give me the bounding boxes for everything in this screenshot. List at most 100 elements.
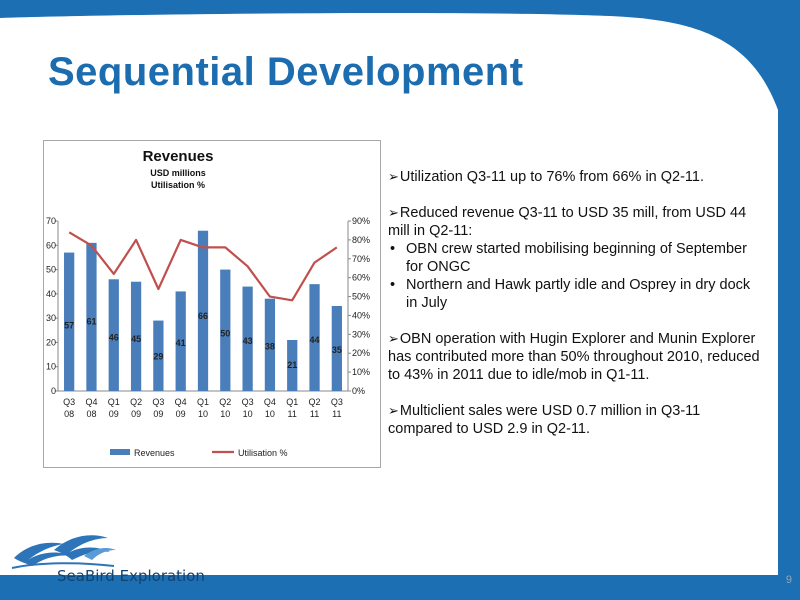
sub-bullet-item: Northern and Hawk partly idle and Osprey… — [388, 276, 760, 312]
y-tick-label: 70 — [46, 216, 56, 226]
revenue-bar — [64, 252, 75, 391]
revenue-bar — [287, 340, 298, 391]
revenue-data-label: 43 — [243, 336, 253, 346]
revenue-data-label: 29 — [153, 351, 163, 361]
chart-subtitle-units: USD millions — [150, 168, 206, 178]
bullet-paragraph: ➢Reduced revenue Q3-11 to USD 35 mill, f… — [388, 204, 760, 240]
revenue-data-label: 46 — [109, 333, 119, 343]
bullet-paragraph: ➢OBN operation with Hugin Explorer and M… — [388, 330, 760, 384]
y2-tick-label: 10% — [352, 367, 370, 377]
page-number: 9 — [785, 574, 792, 586]
x-tick-label-quarter: Q2 — [130, 397, 142, 407]
x-tick-label-year: 11 — [310, 409, 319, 419]
revenue-chart: Revenues USD millions Utilisation % 0 10 20 30… — [43, 140, 381, 468]
revenue-data-label: 21 — [287, 360, 297, 370]
y2-tick-label: 50% — [352, 292, 370, 302]
revenue-data-label: 50 — [220, 328, 230, 338]
y2-tick-label: 60% — [352, 273, 370, 283]
utilisation-line — [68, 231, 338, 302]
x-tick-label-quarter: Q2 — [309, 397, 321, 407]
bullet-text: Multiclient sales were USD 0.7 million i… — [388, 403, 701, 437]
chart-title: Revenues — [143, 148, 214, 165]
x-tick-label-year: 10 — [265, 409, 275, 419]
y2-tick-label: 30% — [352, 329, 370, 339]
sub-bullet-list: OBN crew started mobilising beginning of… — [388, 240, 760, 312]
bullet-text: OBN operation with Hugin Explorer and Mu… — [388, 331, 760, 383]
arrow-bullet-icon: ➢ — [388, 331, 399, 346]
bullet-list: ➢Utilization Q3-11 up to 76% from 66% in… — [388, 168, 760, 456]
revenue-bar — [264, 298, 276, 391]
y-tick-label: 20 — [46, 337, 56, 347]
x-tick-label-quarter: Q4 — [175, 397, 187, 407]
y2-tick-label: 40% — [352, 310, 370, 320]
seabird-logo-icon — [11, 535, 116, 569]
x-tick-label-year: 09 — [131, 409, 141, 419]
x-tick-label-year: 09 — [109, 409, 119, 419]
x-tick-label-year: 08 — [64, 409, 74, 419]
logo-text: SeaBird Exploration — [57, 567, 205, 585]
x-tick-label-quarter: Q4 — [264, 397, 276, 407]
chart-subtitle-utilisation: Utilisation % — [151, 180, 205, 190]
y-tick-label: 40 — [46, 289, 56, 299]
x-tick-label-year: 09 — [176, 409, 186, 419]
revenue-bar — [86, 242, 97, 391]
x-tick-label-quarter: Q3 — [242, 397, 254, 407]
revenue-bar — [108, 279, 119, 391]
revenue-data-label: 44 — [310, 335, 320, 345]
revenue-bar — [220, 269, 231, 391]
x-tick-label-year: 11 — [332, 409, 341, 419]
x-tick-label-year: 08 — [86, 409, 96, 419]
x-tick-label-quarter: Q1 — [108, 397, 120, 407]
revenue-data-label: 45 — [131, 334, 141, 344]
revenue-bar — [197, 230, 209, 391]
company-logo: SeaBird Exploration — [10, 528, 210, 588]
bullet-text: Utilization Q3-11 up to 76% from 66% in … — [399, 169, 705, 185]
x-tick-label-quarter: Q2 — [219, 397, 231, 407]
x-tick-label-quarter: Q3 — [63, 397, 75, 407]
bullet-paragraph: ➢Multiclient sales were USD 0.7 million … — [388, 402, 760, 438]
revenue-data-label: 57 — [64, 321, 74, 331]
x-tick-label-quarter: Q4 — [85, 397, 97, 407]
revenue-bar — [175, 291, 186, 391]
revenue-bar — [153, 320, 164, 391]
x-tick-label-year: 09 — [153, 409, 163, 419]
legend-revenues-swatch — [110, 449, 130, 455]
revenue-data-label: 38 — [265, 341, 275, 351]
y2-tick-label: 20% — [352, 348, 370, 358]
x-tick-label-year: 10 — [243, 409, 253, 419]
y2-tick-label: 90% — [352, 216, 370, 226]
y2-tick-label: 0% — [352, 386, 365, 396]
x-tick-label-year: 10 — [220, 409, 230, 419]
revenue-bar — [130, 281, 142, 391]
arrow-bullet-icon: ➢ — [388, 403, 399, 418]
sub-bullet-item: OBN crew started mobilising beginning of… — [388, 240, 760, 276]
revenue-bar — [331, 306, 342, 391]
x-tick-label-year: 10 — [198, 409, 208, 419]
revenue-data-label: 66 — [198, 311, 208, 321]
x-tick-label-quarter: Q1 — [197, 397, 209, 407]
page-title: Sequential Development — [48, 50, 524, 94]
legend-utilisation-label: Utilisation % — [238, 448, 288, 458]
arrow-bullet-icon: ➢ — [388, 205, 399, 220]
x-tick-label-quarter: Q3 — [331, 397, 343, 407]
y-tick-label: 60 — [46, 240, 56, 250]
y-tick-label: 0 — [51, 386, 56, 396]
revenue-data-label: 61 — [86, 316, 96, 326]
revenue-data-label: 35 — [332, 345, 342, 355]
x-tick-label-quarter: Q3 — [152, 397, 164, 407]
y-tick-label: 50 — [46, 265, 56, 275]
x-tick-label-year: 11 — [288, 409, 297, 419]
y-tick-label: 30 — [46, 313, 56, 323]
x-tick-label-quarter: Q1 — [286, 397, 298, 407]
bullet-paragraph: ➢Utilization Q3-11 up to 76% from 66% in… — [388, 168, 760, 186]
y-tick-label: 10 — [46, 362, 56, 372]
bullet-text: Reduced revenue Q3-11 to USD 35 mill, fr… — [388, 205, 747, 239]
arrow-bullet-icon: ➢ — [388, 169, 399, 184]
revenue-bar — [309, 284, 320, 391]
legend-revenues-label: Revenues — [134, 448, 175, 458]
y2-tick-label: 70% — [352, 254, 370, 264]
revenue-bar — [242, 286, 253, 391]
chart-plot: Revenues USD millions Utilisation % 0 10 20 30… — [46, 148, 370, 458]
y2-tick-label: 80% — [352, 235, 370, 245]
revenue-data-label: 41 — [176, 338, 186, 348]
